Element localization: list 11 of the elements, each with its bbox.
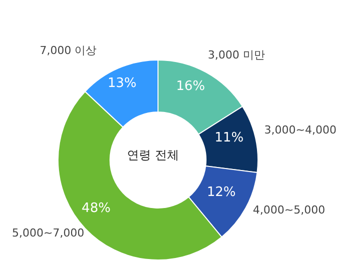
data-label: 48% bbox=[82, 200, 111, 216]
text: 연령 전체 bbox=[127, 148, 179, 162]
slice-label: 3,000~4,000 bbox=[264, 124, 336, 137]
slice-label: 5,000~7,000 bbox=[12, 226, 84, 240]
slice-label: 4,000~5,000 bbox=[252, 203, 326, 216]
slice-label: 7,000 이상 bbox=[40, 44, 97, 57]
data-label: 16% bbox=[176, 79, 206, 94]
data-label: 13% bbox=[108, 76, 136, 91]
data-label: 12% bbox=[206, 185, 236, 200]
data-label: 11% bbox=[214, 130, 244, 146]
slice-label: 3,000 미만 bbox=[208, 48, 265, 62]
